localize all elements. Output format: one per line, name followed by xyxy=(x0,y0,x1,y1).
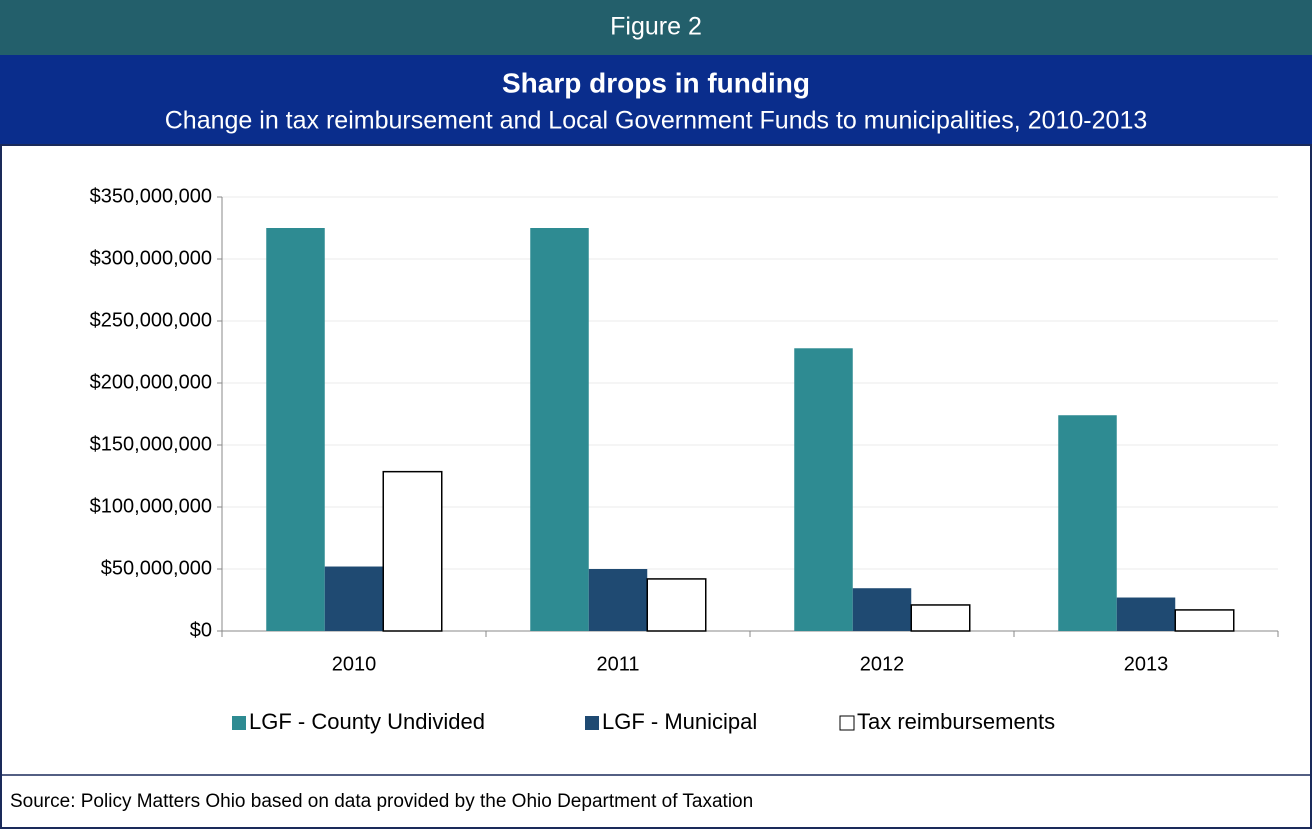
y-tick-label: $200,000,000 xyxy=(90,371,212,393)
legend-label: LGF - County Undivided xyxy=(249,709,485,734)
x-tick-label: 2011 xyxy=(596,653,639,675)
frame xyxy=(0,144,1312,829)
bar xyxy=(852,588,912,631)
x-tick-label: 2012 xyxy=(860,653,905,675)
bar xyxy=(646,578,707,632)
legend-swatch xyxy=(839,715,855,731)
bar xyxy=(530,228,589,631)
bar xyxy=(794,348,853,631)
figure-label: Figure 2 xyxy=(610,13,702,41)
y-tick-label: $0 xyxy=(190,619,212,641)
title-band xyxy=(0,55,1312,145)
y-tick-label: $350,000,000 xyxy=(90,185,212,207)
legend-swatch xyxy=(585,716,599,730)
chart-subtitle: Change in tax reimbursement and Local Go… xyxy=(165,107,1148,135)
bar xyxy=(910,604,971,632)
y-tick-label: $300,000,000 xyxy=(90,247,212,269)
figure-header xyxy=(0,0,1312,55)
legend-label: LGF - Municipal xyxy=(602,709,757,734)
bar xyxy=(1058,415,1117,631)
bar xyxy=(324,566,384,631)
bar xyxy=(1174,609,1235,632)
legend-label: Tax reimbursements xyxy=(857,709,1055,734)
bar xyxy=(266,228,325,631)
y-tick-label: $250,000,000 xyxy=(90,309,212,331)
source-note: Source: Policy Matters Ohio based on dat… xyxy=(10,791,753,812)
x-tick-label: 2010 xyxy=(332,653,377,675)
legend-swatch xyxy=(232,716,246,730)
y-tick-label: $100,000,000 xyxy=(90,495,212,517)
x-tick-label: 2013 xyxy=(1124,653,1169,675)
y-tick-label: $150,000,000 xyxy=(90,433,212,455)
bar xyxy=(382,470,443,632)
chart-title: Sharp drops in funding xyxy=(502,67,810,98)
bar xyxy=(588,569,648,631)
y-tick-label: $50,000,000 xyxy=(101,557,212,579)
bar xyxy=(1116,597,1176,631)
